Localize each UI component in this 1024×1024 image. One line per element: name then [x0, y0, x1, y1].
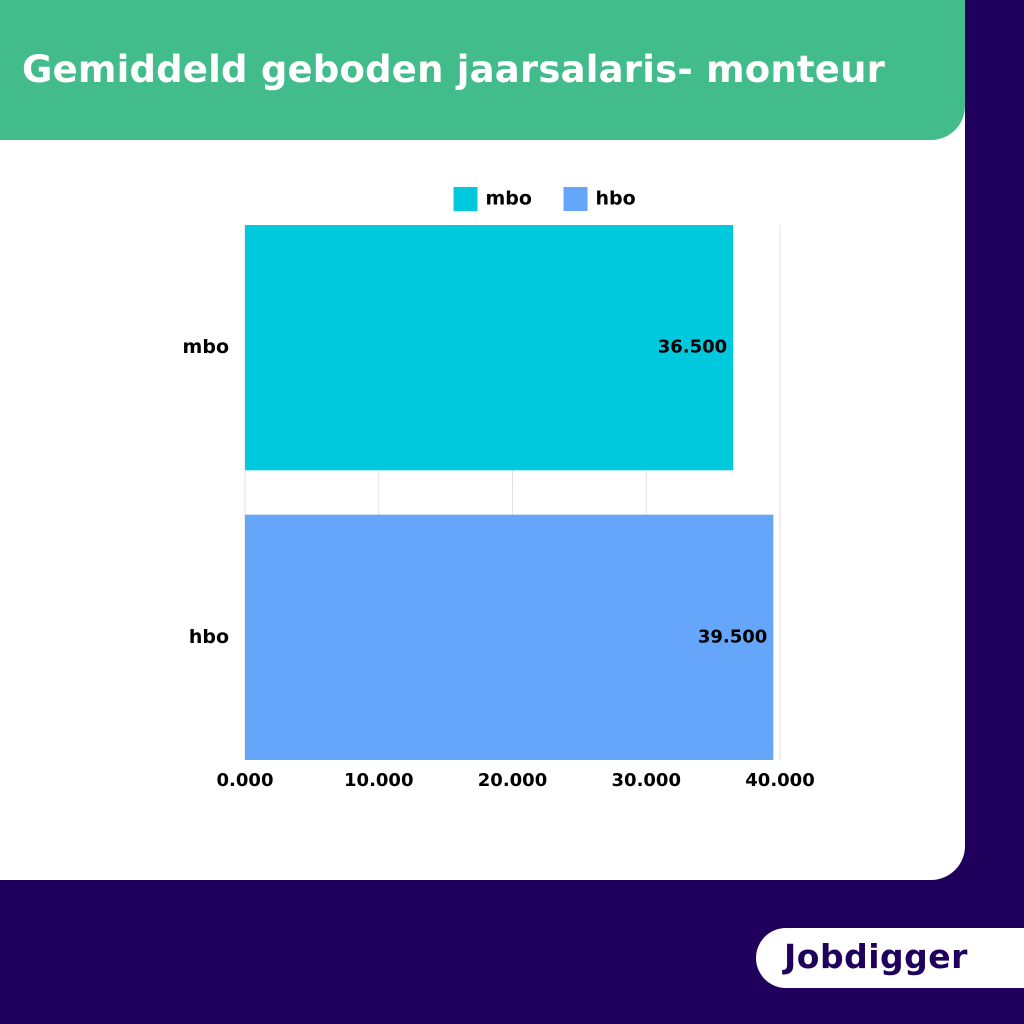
header-banner: Gemiddeld geboden jaarsalaris- monteur	[0, 0, 965, 140]
category-labels: mbo hbo	[183, 336, 229, 648]
brand-badge: Jobdigger	[756, 928, 1024, 988]
legend-swatch-mbo	[453, 187, 478, 211]
legend: mbo hbo	[453, 187, 636, 211]
x-tick-label-1: 10.000	[344, 770, 413, 791]
legend-swatch-hbo	[563, 187, 588, 211]
bars	[245, 225, 774, 760]
legend-label-mbo: mbo	[486, 188, 532, 210]
page-title: Gemiddeld geboden jaarsalaris- monteur	[22, 48, 886, 91]
data-label-hbo: 39.500	[698, 626, 767, 647]
x-tick-label-0: 0.000	[217, 770, 274, 791]
chart-card: Gemiddeld geboden jaarsalaris- monteur m…	[0, 0, 965, 880]
category-label-mbo: mbo	[183, 336, 229, 358]
x-tick-label-2: 20.000	[478, 770, 547, 791]
category-label-hbo: hbo	[189, 626, 229, 648]
bar-hbo	[245, 514, 774, 760]
x-tick-label-3: 30.000	[612, 770, 681, 791]
bar-mbo	[245, 225, 734, 471]
data-label-mbo: 36.500	[658, 337, 727, 358]
x-tick-label-4: 40.000	[745, 770, 814, 791]
data-labels: 36.500 39.500	[658, 337, 768, 648]
jobdigger-logo: Jobdigger	[784, 937, 968, 976]
legend-label-hbo: hbo	[596, 188, 636, 210]
bar-chart: mbo hbo mbo hbo 0.000 10.000 20.000 30.000 40.…	[183, 187, 815, 791]
x-axis-ticks: 0.000 10.000 20.000 30.000 40.000	[217, 770, 815, 791]
